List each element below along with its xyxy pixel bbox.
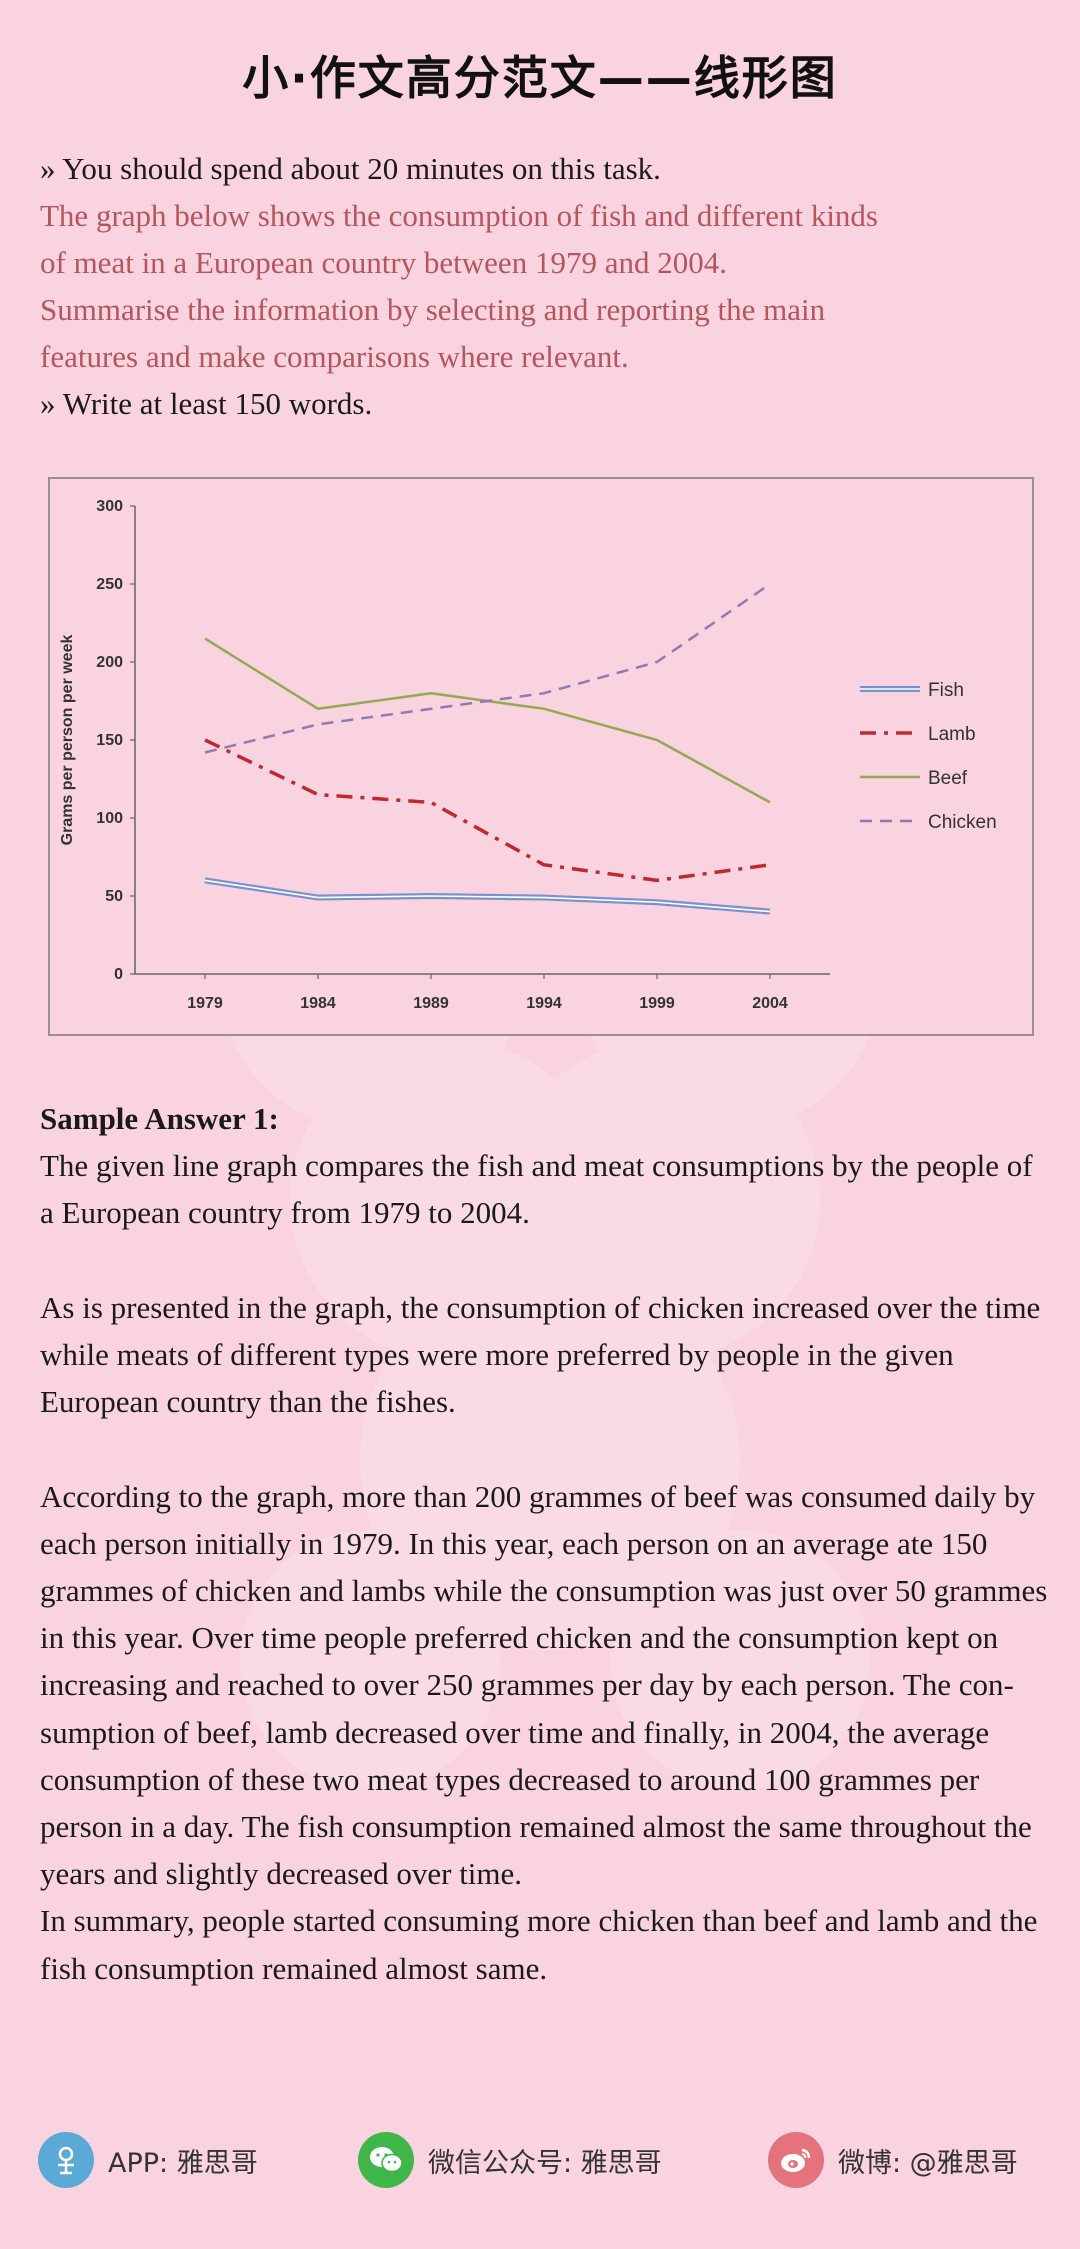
series-line-beef	[204, 637, 771, 804]
answer-paragraph-details: According to the graph, more than 200 gr…	[40, 1478, 1048, 1892]
app-logo-icon	[38, 2132, 94, 2188]
y-tick-label: 250	[96, 576, 123, 593]
x-tick-label: 1999	[639, 995, 675, 1012]
wechat-icon	[358, 2132, 414, 2188]
answer-heading: Sample Answer 1:	[40, 1101, 279, 1136]
series-line-lamb	[204, 738, 771, 883]
footer-wechat-label: 微信公众号: 雅思哥	[428, 2147, 662, 2179]
x-tick-label: 1979	[187, 995, 223, 1012]
legend-label: Chicken	[928, 812, 997, 833]
page-title: 小·作文高分范文——线形图	[242, 51, 838, 105]
footer: APP: 雅思哥 微信公众号: 雅思哥 微博: @雅思哥	[38, 2130, 1058, 2190]
footer-app-label: APP: 雅思哥	[108, 2147, 258, 2179]
x-tick-label: 1984	[300, 995, 336, 1012]
y-tick-label: 200	[96, 654, 123, 671]
answer-paragraph-summary: In summary, people started consuming mor…	[40, 1903, 1038, 1986]
footer-weibo[interactable]: 微博: @雅思哥	[768, 2130, 1018, 2190]
series-line-chicken	[204, 582, 771, 754]
task-time-note: » You should spend about 20 minutes on t…	[40, 151, 661, 186]
task-description-line: features and make comparisons where rele…	[40, 339, 629, 374]
y-tick-label: 50	[105, 888, 123, 905]
answer-paragraph-intro: The given line graph compares the fish a…	[40, 1148, 1033, 1231]
weibo-icon	[768, 2132, 824, 2188]
footer-app[interactable]: APP: 雅思哥	[38, 2130, 258, 2190]
footer-wechat[interactable]: 微信公众号: 雅思哥	[358, 2130, 662, 2190]
task-description-line: The graph below shows the consumption of…	[40, 198, 878, 233]
legend-label: Beef	[928, 768, 968, 789]
footer-weibo-label: 微博: @雅思哥	[838, 2147, 1018, 2179]
task-description-line: Summarise the information by selecting a…	[40, 292, 826, 327]
x-tick-label: 1989	[413, 995, 449, 1012]
x-tick-label: 1994	[526, 995, 562, 1012]
answer-paragraph-overview: As is presented in the graph, the consum…	[40, 1289, 1041, 1420]
task-prompt: » You should spend about 20 minutes on t…	[40, 145, 1050, 427]
legend-label: Lamb	[928, 724, 976, 745]
series-line-fish-inner	[204, 879, 771, 913]
y-axis-label: Grams per person per week	[59, 635, 76, 846]
task-description-line: of meat in a European country between 19…	[40, 245, 727, 280]
y-tick-label: 300	[96, 498, 123, 515]
y-tick-label: 100	[96, 810, 123, 827]
y-tick-label: 0	[114, 966, 123, 983]
line-chart-svg: 0 50 100 150 200 250 300 1979 1984 1989 1994 1999 20…	[59, 498, 997, 1012]
y-tick-label: 150	[96, 732, 123, 749]
task-word-count-note: » Write at least 150 words.	[40, 386, 373, 421]
line-chart: 0 50 100 150 200 250 300 1979 1984 1989 1994 1999 20…	[48, 477, 1034, 1036]
sample-answer: Sample Answer 1: The given line graph co…	[40, 1095, 1050, 1992]
legend-label: Fish	[928, 680, 964, 701]
x-tick-label: 2004	[752, 995, 788, 1012]
